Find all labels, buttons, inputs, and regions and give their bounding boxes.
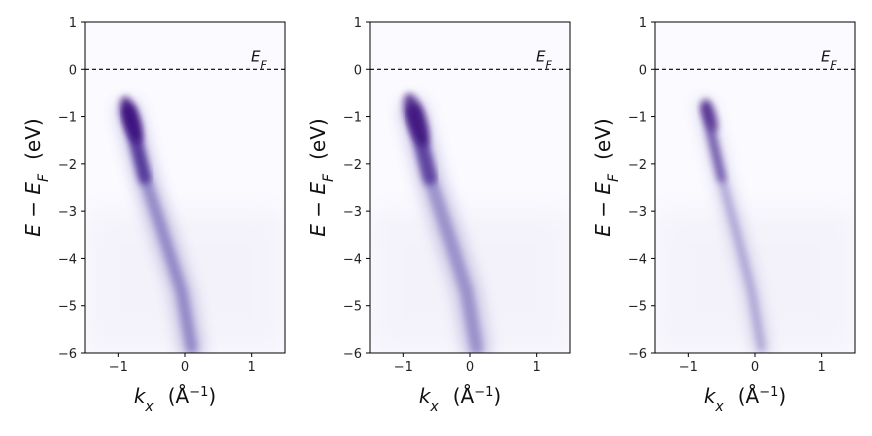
y-tick-label: 1 — [639, 16, 647, 31]
y-tick-label: −1 — [628, 111, 647, 126]
x-tick-label: 0 — [181, 360, 189, 375]
fermi-annotation-2: EF — [536, 47, 552, 71]
ticks-1: −1 0 1 1 0 −1 −2 −3 −4 −5 −6 — [58, 16, 256, 375]
panel-2: EF −1 0 1 1 0 −1 −2 −3 −4 −5 −6 kx (Å−1) E − EF(eV) — [306, 16, 571, 415]
fermi-annotation-3: EF — [821, 47, 837, 71]
y-tick-label: −6 — [628, 347, 647, 362]
y-axis-label-3: E − EF(eV) — [591, 118, 622, 236]
y-tick-label: −5 — [343, 300, 362, 315]
y-axis-label-2: E − EF(eV) — [306, 118, 337, 236]
x-tick-label: −1 — [394, 360, 413, 375]
y-tick-label: 1 — [69, 16, 77, 31]
y-tick-label: −6 — [58, 347, 77, 362]
y-tick-label: −1 — [58, 111, 77, 126]
y-tick-label: −2 — [58, 158, 77, 173]
y-tick-label: −4 — [58, 252, 77, 267]
ticks-3: −1 0 1 1 0 −1 −2 −3 −4 −5 −6 — [628, 16, 826, 375]
y-tick-label: 0 — [354, 63, 362, 78]
x-tick-label: 0 — [751, 360, 759, 375]
band-peak — [403, 93, 429, 147]
x-tick-label: 0 — [466, 360, 474, 375]
band-peak — [702, 98, 718, 132]
y-tick-label: −6 — [343, 347, 362, 362]
y-tick-label: 1 — [354, 16, 362, 31]
panel-1: EF −1 0 1 1 0 −1 −2 −3 −4 −5 −6 kx (Å−1) E − EF(eV) — [21, 16, 286, 415]
y-tick-label: −4 — [628, 252, 647, 267]
band-peak — [120, 96, 143, 144]
heatmap-area-3 — [655, 22, 855, 353]
y-tick-label: −3 — [58, 205, 77, 220]
x-axis-label-3: kx (Å−1) — [704, 384, 786, 415]
y-tick-label: −1 — [343, 111, 362, 126]
x-tick-label: 1 — [248, 360, 256, 375]
y-tick-label: −4 — [343, 252, 362, 267]
fermi-annotation-1: EF — [251, 47, 267, 71]
y-tick-label: −5 — [58, 300, 77, 315]
x-tick-label: 1 — [818, 360, 826, 375]
y-tick-label: −2 — [343, 158, 362, 173]
x-tick-label: 1 — [533, 360, 541, 375]
y-tick-label: 0 — [639, 63, 647, 78]
x-tick-label: −1 — [109, 360, 128, 375]
y-tick-label: 0 — [69, 63, 77, 78]
y-axis-label-1: E − EF(eV) — [21, 118, 52, 236]
x-tick-label: −1 — [679, 360, 698, 375]
ticks-2: −1 0 1 1 0 −1 −2 −3 −4 −5 −6 — [343, 16, 541, 375]
x-axis-label-1: kx (Å−1) — [134, 384, 216, 415]
y-tick-label: −3 — [628, 205, 647, 220]
heatmap-area-2 — [370, 22, 570, 353]
y-tick-label: −2 — [628, 158, 647, 173]
panel-3: EF −1 0 1 1 0 −1 −2 −3 −4 −5 −6 kx (Å−1) E − EF(eV) — [591, 16, 856, 415]
x-axis-label-2: kx (Å−1) — [419, 384, 501, 415]
y-tick-label: −5 — [628, 300, 647, 315]
heatmap-area-1 — [85, 22, 285, 353]
y-tick-label: −3 — [343, 205, 362, 220]
